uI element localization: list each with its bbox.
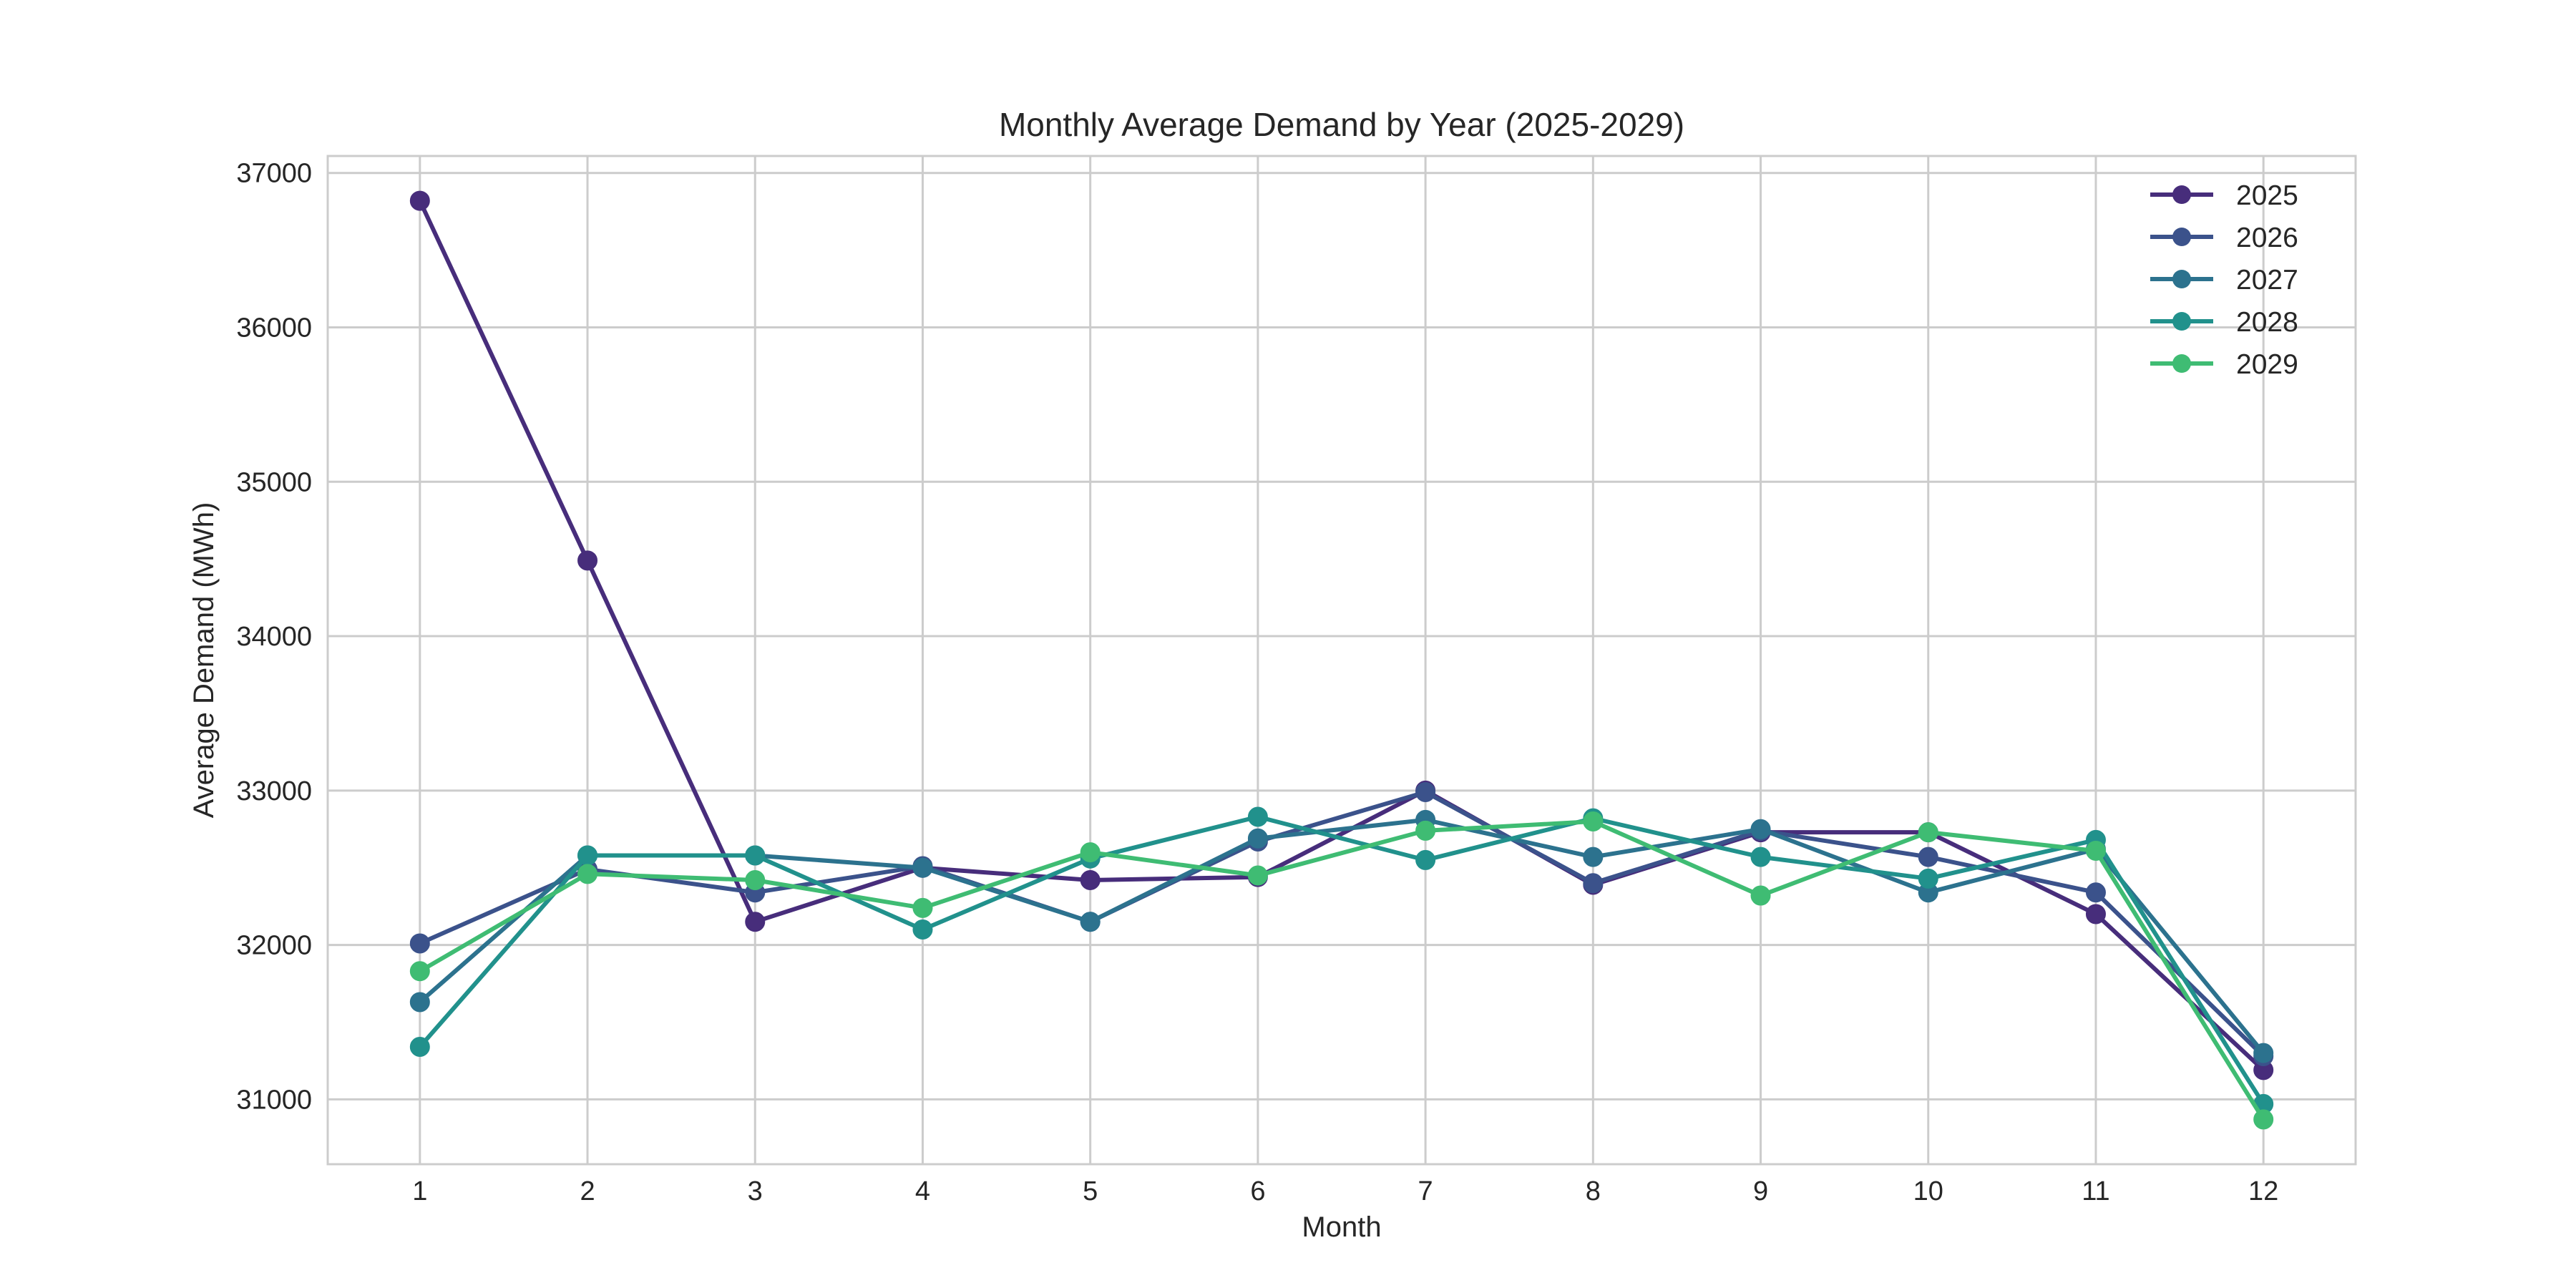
x-tick-label: 4 <box>915 1176 930 1206</box>
y-tick-label: 36000 <box>236 313 312 343</box>
data-point-2028 <box>1750 847 1771 867</box>
data-point-2029 <box>1750 885 1771 906</box>
y-tick-label: 32000 <box>236 931 312 961</box>
chart-title: Monthly Average Demand by Year (2025-202… <box>999 106 1684 143</box>
data-point-2029 <box>1247 865 1268 886</box>
data-point-2026 <box>1918 847 1938 867</box>
x-tick-label: 12 <box>2248 1176 2278 1206</box>
x-tick-label: 7 <box>1418 1176 1433 1206</box>
x-tick-label: 2 <box>580 1176 595 1206</box>
data-point-2028 <box>1918 868 1938 889</box>
data-point-2027 <box>1583 847 1604 867</box>
grid-lines <box>328 156 2356 1164</box>
legend-item-2029: 2029 <box>2150 349 2298 380</box>
data-point-2027 <box>1247 828 1268 849</box>
y-axis-label: Average Demand (MWh) <box>188 502 220 819</box>
series-line-2026 <box>419 790 2265 1058</box>
legend-label: 2027 <box>2236 265 2298 296</box>
data-point-2025 <box>2085 904 2106 924</box>
data-point-2028 <box>1247 806 1268 827</box>
y-tick-label: 34000 <box>236 622 312 652</box>
legend-item-2025: 2025 <box>2150 180 2298 211</box>
data-point-2028 <box>912 919 933 940</box>
series-line-2029 <box>419 819 2265 1121</box>
data-point-2029 <box>745 869 766 890</box>
data-point-2025 <box>577 550 598 571</box>
legend-label: 2025 <box>2236 180 2298 211</box>
series-layer <box>409 190 2274 1130</box>
data-point-2028 <box>745 845 766 866</box>
plot-frame <box>326 155 2357 1166</box>
data-point-2028 <box>409 1037 430 1058</box>
legend-item-2026: 2026 <box>2150 223 2298 253</box>
data-point-2025 <box>409 190 430 211</box>
data-point-2029 <box>2085 840 2106 861</box>
legend: 2025 2026 2027 2028 2029 <box>2150 180 2298 380</box>
tick-labels: 1 2 3 4 5 6 7 8 9 10 11 123100032000330003400035000… <box>236 159 2278 1206</box>
x-tick-label: 11 <box>2082 1176 2109 1206</box>
y-tick-label: 35000 <box>236 467 312 497</box>
legend-label: 2026 <box>2236 223 2298 253</box>
data-point-2028 <box>577 845 598 866</box>
legend-swatch-marker <box>2172 270 2191 288</box>
legend-swatch-marker <box>2172 228 2191 246</box>
y-tick-label: 31000 <box>236 1085 312 1115</box>
y-tick-label: 33000 <box>236 776 312 806</box>
data-point-2029 <box>912 897 933 918</box>
legend-label: 2028 <box>2236 307 2298 338</box>
x-tick-label: 5 <box>1083 1176 1098 1206</box>
data-point-2029 <box>1080 842 1101 863</box>
data-point-2026 <box>1583 873 1604 894</box>
series-line-2025 <box>418 200 2265 1072</box>
data-point-2029 <box>1415 820 1436 841</box>
series-2029 <box>409 811 2274 1130</box>
data-point-2027 <box>912 857 933 878</box>
data-point-2028 <box>1415 849 1436 870</box>
data-point-2029 <box>2253 1109 2274 1130</box>
legend-item-2028: 2028 <box>2150 307 2298 338</box>
legend-item-2027: 2027 <box>2150 265 2298 296</box>
data-point-2029 <box>409 961 430 982</box>
data-point-2027 <box>1080 912 1101 932</box>
x-tick-label: 6 <box>1250 1176 1265 1206</box>
legend-swatch-marker <box>2172 354 2191 373</box>
y-tick-label: 37000 <box>236 159 312 189</box>
data-point-2025 <box>745 912 766 932</box>
data-point-2027 <box>1750 819 1771 839</box>
data-point-2029 <box>1583 811 1604 831</box>
data-point-2026 <box>409 933 430 954</box>
data-point-2026 <box>1415 781 1436 802</box>
legend-label: 2029 <box>2236 349 2298 380</box>
x-axis-label: Month <box>1302 1211 1381 1243</box>
data-point-2026 <box>2085 882 2106 903</box>
x-tick-label: 9 <box>1753 1176 1768 1206</box>
x-tick-label: 8 <box>1586 1176 1601 1206</box>
data-point-2029 <box>577 864 598 884</box>
data-point-2027 <box>2253 1043 2274 1063</box>
x-tick-label: 10 <box>1913 1176 1943 1206</box>
legend-swatch-marker <box>2172 185 2191 204</box>
x-tick-label: 3 <box>748 1176 763 1206</box>
data-point-2029 <box>1918 822 1938 843</box>
series-line-2028 <box>418 814 2265 1106</box>
legend-swatch-marker <box>2172 312 2191 331</box>
data-point-2027 <box>409 992 430 1013</box>
x-tick-label: 1 <box>412 1176 427 1206</box>
data-point-2025 <box>1080 869 1101 890</box>
